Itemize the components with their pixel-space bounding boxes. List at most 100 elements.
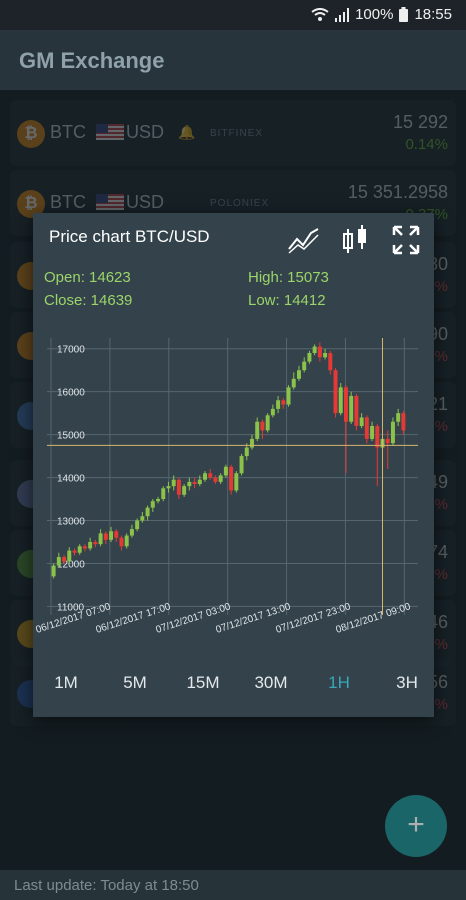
timeframe-30m[interactable]: 30M bbox=[254, 673, 288, 692]
clock: 18:55 bbox=[414, 6, 452, 23]
timeframe-3h[interactable]: 3H bbox=[396, 673, 418, 692]
candle-body bbox=[119, 537, 124, 547]
candle-body bbox=[145, 507, 150, 517]
candle-body bbox=[192, 481, 197, 485]
candle-body bbox=[323, 353, 328, 358]
candle-body bbox=[166, 486, 171, 489]
candle-body bbox=[56, 557, 61, 566]
candle-body bbox=[229, 466, 234, 491]
candle-body bbox=[82, 546, 87, 549]
bitcoin-icon: ₿ bbox=[17, 120, 45, 148]
last-update-text: Last update: Today at 18:50 bbox=[14, 877, 199, 894]
y-tick-label: 17000 bbox=[57, 345, 85, 356]
candle-body bbox=[140, 516, 145, 521]
us-flag-icon bbox=[96, 124, 124, 140]
timeframe-1h[interactable]: 1H bbox=[328, 673, 350, 692]
fiat-symbol: USD bbox=[126, 122, 165, 142]
candle-body bbox=[208, 473, 213, 478]
candle-body bbox=[124, 535, 129, 547]
low-price: Low: 14412 bbox=[248, 292, 326, 309]
candle-body bbox=[333, 370, 338, 414]
bell-icon[interactable]: 🔔 bbox=[178, 124, 196, 140]
ticker-change: % bbox=[434, 348, 448, 365]
candle-body bbox=[265, 415, 270, 431]
status-bar: 100% 18:55 bbox=[0, 0, 466, 30]
candle-body bbox=[114, 531, 119, 538]
ticker-price: 15 292 bbox=[392, 112, 448, 132]
status-icons: 100% 18:55 bbox=[311, 6, 452, 23]
candle-body bbox=[223, 466, 228, 476]
candle-body bbox=[250, 438, 254, 448]
ticker-change: % bbox=[434, 636, 448, 653]
candle-body bbox=[176, 479, 181, 495]
line-chart-button[interactable] bbox=[285, 223, 321, 257]
coin-symbol: BTC bbox=[50, 192, 86, 212]
candle-body bbox=[375, 426, 380, 448]
ticker-card[interactable]: ₿ BTC USD 🔔 BITFINEX 15 292 0.14% bbox=[10, 100, 456, 166]
y-tick-label: 11000 bbox=[57, 602, 85, 613]
exchange-name: POLONIEX bbox=[210, 198, 270, 209]
fiat-symbol: USD bbox=[126, 192, 165, 212]
candle-body bbox=[359, 417, 364, 427]
candle-body bbox=[390, 421, 395, 444]
add-ticker-button[interactable]: + bbox=[385, 795, 447, 857]
candle-body bbox=[213, 477, 218, 482]
candle-body bbox=[281, 400, 286, 405]
ticker-price: 15 351.2958 bbox=[347, 182, 448, 202]
candle-body bbox=[239, 456, 244, 474]
candle-body bbox=[234, 473, 239, 491]
ticker-change: % bbox=[434, 418, 448, 435]
battery-icon bbox=[399, 7, 409, 22]
candle-body bbox=[67, 550, 72, 562]
timeframe-15m[interactable]: 15M bbox=[186, 673, 220, 692]
app-title: GM Exchange bbox=[19, 48, 165, 73]
fullscreen-button[interactable] bbox=[388, 223, 424, 257]
candle-body bbox=[129, 529, 134, 536]
candle-body bbox=[77, 546, 82, 553]
ticker-change: 0.14% bbox=[405, 136, 448, 153]
candle-body bbox=[286, 387, 291, 405]
price-chart-dialog: Price chart BTC/USD Open: 14623 Close: 1… bbox=[33, 213, 434, 717]
y-tick-label: 15000 bbox=[57, 431, 85, 442]
dialog-title: Price chart BTC/USD bbox=[49, 227, 210, 246]
candle-body bbox=[354, 395, 359, 427]
us-flag-icon bbox=[96, 194, 124, 210]
wifi-icon bbox=[311, 7, 329, 21]
candle-body bbox=[98, 533, 103, 545]
y-tick-label: 13000 bbox=[57, 517, 85, 528]
candle-body bbox=[276, 400, 281, 409]
fullscreen-icon bbox=[392, 225, 420, 255]
candle-body bbox=[370, 426, 375, 439]
footer: Last update: Today at 18:50 bbox=[0, 870, 466, 900]
candle-body bbox=[396, 413, 401, 422]
timeframe-selector: 1M 5M 15M 30M 1H 3H bbox=[33, 673, 434, 703]
candlestick-chart[interactable]: 1100012000130001400015000160001700006/12… bbox=[33, 323, 434, 633]
candle-body bbox=[109, 531, 114, 540]
candle-body bbox=[317, 346, 322, 358]
candle-body bbox=[218, 475, 223, 482]
candle-body bbox=[302, 361, 307, 371]
candlestick-button[interactable] bbox=[338, 223, 374, 257]
timeframe-5m[interactable]: 5M bbox=[123, 673, 147, 692]
candle-body bbox=[364, 417, 369, 439]
candle-body bbox=[197, 479, 202, 485]
candle-body bbox=[244, 447, 249, 457]
y-tick-label: 14000 bbox=[57, 474, 85, 485]
coin-symbol: BTC bbox=[50, 122, 86, 142]
candle-body bbox=[270, 408, 275, 416]
candle-body bbox=[161, 488, 166, 500]
ticker-change: % bbox=[434, 696, 448, 713]
candle-body bbox=[296, 370, 301, 379]
app-bar: GM Exchange bbox=[0, 30, 466, 90]
timeframe-1m[interactable]: 1M bbox=[54, 673, 78, 692]
ticker-change: % bbox=[434, 278, 448, 295]
close-price: Close: 14639 bbox=[44, 292, 133, 309]
candle-body bbox=[72, 550, 77, 553]
open-price: Open: 14623 bbox=[44, 269, 131, 286]
candle-body bbox=[62, 557, 67, 562]
candle-body bbox=[401, 413, 406, 431]
battery-percent: 100% bbox=[355, 6, 394, 23]
candle-body bbox=[291, 378, 296, 388]
candle-body bbox=[307, 353, 312, 362]
y-tick-label: 12000 bbox=[57, 559, 85, 570]
